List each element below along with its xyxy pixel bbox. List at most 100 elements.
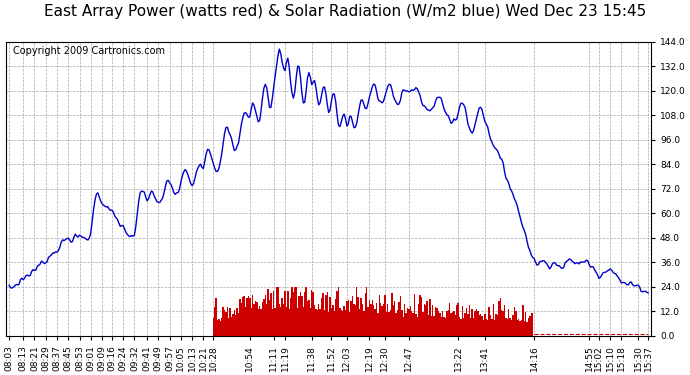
Bar [495, 314, 497, 336]
Bar [491, 319, 493, 336]
Bar [324, 310, 325, 336]
Bar [370, 304, 371, 336]
Bar [356, 287, 357, 336]
Bar [373, 305, 375, 336]
Bar [494, 320, 495, 336]
Bar [490, 315, 491, 336]
Bar [500, 298, 501, 336]
Bar [480, 314, 482, 336]
Bar [321, 298, 322, 336]
Bar [264, 295, 266, 336]
Bar [420, 296, 421, 336]
Bar [437, 311, 439, 336]
Bar [425, 304, 426, 336]
Bar [302, 296, 303, 336]
Bar [473, 318, 474, 336]
Bar [224, 310, 225, 336]
Bar [322, 293, 324, 336]
Bar [286, 308, 287, 336]
Bar [428, 315, 429, 336]
Bar [299, 292, 302, 336]
Bar [406, 308, 408, 336]
Bar [272, 309, 273, 336]
Bar [242, 297, 244, 336]
Bar [439, 313, 440, 336]
Bar [268, 289, 269, 336]
Bar [414, 294, 415, 336]
Bar [222, 307, 224, 336]
Bar [442, 312, 444, 336]
Bar [342, 310, 344, 336]
Bar [524, 321, 525, 336]
Bar [355, 305, 356, 336]
Bar [315, 309, 317, 336]
Bar [252, 295, 253, 336]
Bar [218, 319, 219, 336]
Bar [332, 305, 333, 336]
Bar [234, 310, 235, 336]
Bar [329, 297, 331, 336]
Bar [394, 301, 395, 336]
Bar [532, 313, 533, 336]
Bar [471, 309, 473, 336]
Bar [525, 312, 526, 336]
Bar [375, 309, 376, 336]
Bar [509, 318, 511, 336]
Bar [398, 302, 400, 336]
Bar [246, 298, 248, 336]
Bar [387, 304, 388, 336]
Bar [339, 308, 341, 336]
Bar [376, 303, 377, 336]
Bar [239, 299, 241, 336]
Bar [456, 304, 457, 336]
Bar [255, 301, 256, 336]
Bar [250, 308, 252, 336]
Bar [520, 321, 521, 336]
Bar [411, 310, 413, 336]
Bar [262, 302, 263, 336]
Bar [345, 310, 346, 336]
Bar [383, 304, 384, 336]
Bar [244, 297, 245, 336]
Bar [351, 301, 352, 336]
Bar [377, 313, 379, 336]
Bar [263, 299, 264, 336]
Bar [313, 292, 314, 336]
Bar [318, 304, 319, 336]
Bar [366, 287, 367, 336]
Bar [433, 316, 435, 336]
Bar [426, 301, 428, 336]
Bar [388, 312, 390, 336]
Bar [475, 309, 477, 336]
Bar [479, 315, 480, 336]
Bar [333, 311, 335, 336]
Bar [363, 311, 364, 336]
Bar [405, 313, 406, 336]
Bar [460, 318, 462, 336]
Bar [489, 307, 490, 336]
Bar [518, 319, 520, 336]
Bar [331, 308, 332, 336]
Bar [462, 306, 463, 336]
Bar [310, 308, 311, 336]
Bar [291, 287, 293, 336]
Bar [233, 315, 234, 336]
Bar [335, 298, 336, 336]
Bar [341, 310, 342, 336]
Bar [269, 300, 270, 336]
Bar [529, 316, 531, 336]
Bar [455, 315, 456, 336]
Bar [384, 295, 386, 336]
Bar [421, 297, 422, 336]
Bar [474, 310, 475, 336]
Bar [515, 311, 517, 336]
Bar [225, 312, 226, 336]
Bar [459, 317, 460, 336]
Bar [273, 291, 275, 336]
Bar [275, 308, 276, 336]
Bar [214, 307, 215, 336]
Bar [502, 310, 504, 336]
Bar [531, 313, 532, 336]
Bar [326, 292, 328, 336]
Bar [521, 320, 522, 336]
